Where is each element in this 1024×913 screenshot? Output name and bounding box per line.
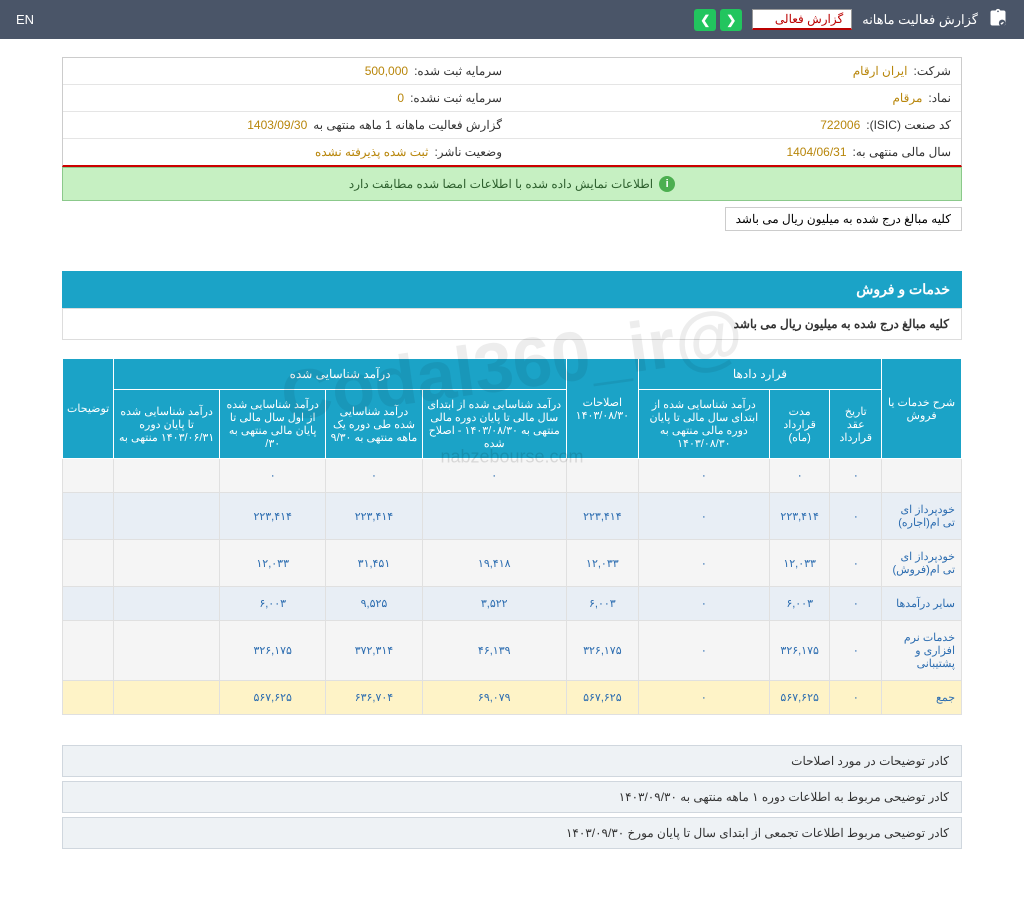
table-row: خودپرداز ای تی ام(اجاره)۰۲۲۳,۴۱۴۰۲۲۳,۴۱۴… bbox=[63, 493, 962, 540]
th-rev-period: درآمد شناسایی شده تا پایان دوره ۱۴۰۳/۰۶/… bbox=[114, 390, 220, 459]
company-value: ایران ارقام bbox=[853, 64, 908, 78]
nav-prev[interactable]: ❮ bbox=[720, 9, 742, 31]
section-header: خدمات و فروش bbox=[62, 271, 962, 308]
footer-period: کادر توضیحی مربوط به اطلاعات دوره ۱ ماهه… bbox=[62, 781, 962, 813]
isic-label: کد صنعت (ISIC): bbox=[866, 118, 951, 132]
report-type-dropdown[interactable]: گزارش فعالی bbox=[752, 9, 852, 30]
th-adjustments: اصلاحات ۱۴۰۳/۰۸/۳۰ bbox=[566, 359, 638, 459]
nav-arrows: ❮ ❯ bbox=[694, 9, 742, 31]
report-label: گزارش فعالیت ماهانه 1 ماهه منتهی به bbox=[313, 118, 502, 132]
page-title: گزارش فعالیت ماهانه bbox=[862, 12, 978, 28]
nav-next[interactable]: ❯ bbox=[694, 9, 716, 31]
footer-adjustments: کادر توضیحات در مورد اصلاحات bbox=[62, 745, 962, 777]
capital-unreg-label: سرمایه ثبت نشده: bbox=[410, 91, 502, 105]
symbol-label: نماد: bbox=[928, 91, 951, 105]
th-desc: شرح خدمات یا فروش bbox=[882, 359, 962, 459]
verification-banner: i اطلاعات نمایش داده شده با اطلاعات امضا… bbox=[62, 167, 962, 201]
isic-value: 722006 bbox=[820, 118, 860, 132]
banner-text: اطلاعات نمایش داده شده با اطلاعات امضا ش… bbox=[349, 177, 653, 191]
th-rev-ytd: درآمد شناسایی شده از اول سال مالی تا پای… bbox=[220, 390, 326, 459]
th-contract-revenue: درآمد شناسایی شده از ابتدای سال مالی تا … bbox=[638, 390, 769, 459]
table-row: خدمات نرم افزاری و پشتیبانی۰۳۲۶,۱۷۵۰۳۲۶,… bbox=[63, 621, 962, 681]
status-label: وضعیت ناشر: bbox=[434, 145, 502, 159]
table-row: ۰۰۰۰۰۰ bbox=[63, 459, 962, 493]
top-bar: گزارش فعالیت ماهانه گزارش فعالی ❮ ❯ EN bbox=[0, 0, 1024, 39]
fiscal-value: 1404/06/31 bbox=[786, 145, 846, 159]
lang-toggle[interactable]: EN bbox=[16, 12, 34, 27]
total-row: جمع۰۵۶۷,۶۲۵۰۵۶۷,۶۲۵۶۹,۰۷۹۶۳۶,۷۰۴۵۶۷,۶۲۵ bbox=[63, 681, 962, 715]
report-value: 1403/09/30 bbox=[247, 118, 307, 132]
company-info-box: شرکت: ایران ارقام سرمایه ثبت شده: 500,00… bbox=[62, 57, 962, 167]
th-revenue-group: درآمد شناسایی شده bbox=[114, 359, 567, 390]
status-value: ثبت شده پذیرفته نشده bbox=[315, 145, 428, 159]
th-contracts-group: قرارد دادها bbox=[638, 359, 881, 390]
capital-reg-label: سرمایه ثبت شده: bbox=[414, 64, 502, 78]
company-label: شرکت: bbox=[913, 64, 951, 78]
capital-unreg-value: 0 bbox=[397, 91, 404, 105]
th-contract-date: تاریخ عقد قرارداد bbox=[830, 390, 882, 459]
th-rev-month: درآمد شناسایی شده طی دوره یک ماهه منتهی … bbox=[326, 390, 422, 459]
table-row: خودپرداز ای تی ام(فروش)۰۱۲,۰۳۳۰۱۲,۰۳۳۱۹,… bbox=[63, 540, 962, 587]
clipboard-icon bbox=[988, 8, 1008, 31]
table-row: سایر درآمدها۰۶,۰۰۳۰۶,۰۰۳۳,۵۲۲۹,۵۲۵۶,۰۰۳ bbox=[63, 587, 962, 621]
footer-cumulative: کادر توضیحی مربوط اطلاعات تجمعی از ابتدا… bbox=[62, 817, 962, 849]
info-icon: i bbox=[659, 176, 675, 192]
th-rev-adjusted: درآمد شناسایی شده از ابتدای سال مالی تا … bbox=[422, 390, 566, 459]
capital-reg-value: 500,000 bbox=[365, 64, 408, 78]
revenue-table: شرح خدمات یا فروش قرارد دادها اصلاحات ۱۴… bbox=[62, 358, 962, 715]
section-subtitle: کلیه مبالغ درج شده به میلیون ریال می باش… bbox=[62, 308, 962, 340]
currency-note: کلیه مبالغ درج شده به میلیون ریال می باش… bbox=[725, 207, 962, 231]
footer-notes: کادر توضیحات در مورد اصلاحات کادر توضیحی… bbox=[62, 745, 962, 849]
fiscal-label: سال مالی منتهی به: bbox=[853, 145, 951, 159]
th-contract-duration: مدت قرارداد (ماه) bbox=[769, 390, 830, 459]
symbol-value: مرقام bbox=[893, 91, 923, 105]
th-notes: توضیحات bbox=[63, 359, 114, 459]
